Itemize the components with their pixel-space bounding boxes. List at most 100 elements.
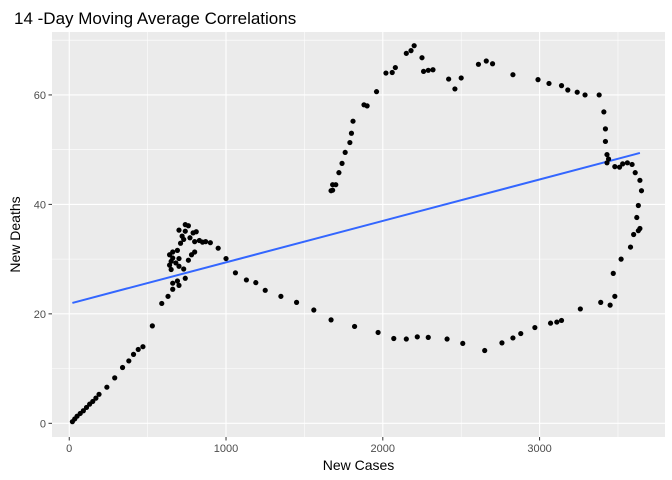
data-point (83, 404, 90, 411)
chart-title: 14 -Day Moving Average Correlations (14, 9, 296, 28)
data-point (582, 92, 588, 98)
data-point (425, 334, 431, 340)
data-point (203, 239, 209, 245)
data-point (425, 67, 431, 73)
data-point (185, 257, 191, 263)
data-point (627, 244, 634, 250)
data-point (637, 177, 643, 183)
data-point (532, 324, 538, 331)
data-point (624, 160, 630, 166)
data-point (632, 170, 638, 176)
data-point (610, 270, 616, 276)
x-axis-ticks: 0 1000 2000 3000 (66, 437, 552, 455)
data-point (373, 89, 380, 95)
trend-line (72, 151, 641, 304)
data-point (383, 70, 389, 76)
data-point (605, 156, 612, 162)
data-point (159, 300, 165, 307)
data-point (604, 151, 610, 158)
data-point (311, 307, 317, 313)
data-point (104, 384, 110, 390)
data-point (598, 299, 604, 305)
data-point (637, 225, 643, 232)
data-point (361, 102, 367, 108)
data-point (403, 50, 409, 56)
data-point (602, 126, 609, 132)
data-point (635, 202, 641, 209)
data-point (278, 293, 284, 299)
data-point (262, 287, 268, 293)
data-point (93, 395, 99, 401)
data-point (253, 280, 259, 286)
x-tick-label: 2000 (371, 443, 395, 455)
data-point (634, 214, 640, 221)
data-point (408, 48, 414, 54)
data-point (193, 229, 199, 235)
data-point (176, 227, 182, 233)
data-point (179, 233, 185, 239)
data-point (391, 335, 397, 342)
data-point (90, 398, 96, 405)
y-tick-label: 0 (40, 418, 46, 430)
data-point (375, 329, 381, 336)
data-point (80, 408, 86, 414)
data-point (192, 249, 198, 255)
y-tick-label: 60 (34, 90, 46, 102)
data-point (565, 87, 571, 93)
data-point (419, 55, 425, 61)
data-point (170, 249, 176, 255)
data-point (392, 64, 398, 71)
data-point (182, 275, 188, 281)
data-point (558, 83, 565, 89)
data-point (176, 263, 182, 269)
data-point (174, 247, 181, 253)
data-point (612, 164, 618, 170)
data-point (601, 109, 607, 115)
data-point (130, 351, 137, 357)
data-point (446, 76, 452, 82)
data-point (475, 61, 482, 67)
data-point (612, 293, 618, 299)
data-point (182, 228, 188, 234)
data-point (420, 68, 427, 75)
data-point (348, 130, 355, 136)
data-point (414, 334, 420, 340)
data-point (483, 58, 489, 64)
data-point (510, 72, 516, 78)
data-point (223, 255, 229, 262)
data-point (607, 302, 613, 308)
data-point (452, 86, 458, 92)
data-point (558, 317, 565, 324)
data-point (430, 67, 436, 73)
y-tick-label: 20 (34, 309, 46, 321)
data-point (215, 245, 221, 251)
data-point (140, 344, 146, 350)
data-point (574, 89, 580, 95)
data-point (602, 138, 609, 145)
data-point (411, 43, 417, 49)
x-axis-title: New Cases (323, 457, 395, 473)
data-point (547, 320, 554, 326)
data-point (187, 235, 193, 241)
data-point (458, 75, 464, 81)
data-point (444, 336, 450, 342)
major-gridlines (52, 32, 665, 437)
data-point (170, 286, 176, 292)
minor-gridlines (52, 32, 665, 437)
data-point (518, 330, 524, 337)
data-point (168, 266, 174, 273)
data-point (638, 188, 645, 194)
data-point (192, 239, 198, 245)
data-point (293, 299, 300, 305)
data-point (620, 161, 626, 167)
data-point (232, 270, 239, 276)
data-point (616, 164, 623, 170)
data-point (165, 293, 171, 299)
data-point (182, 222, 188, 228)
data-point (126, 358, 132, 364)
data-point (460, 340, 466, 347)
data-point (96, 391, 102, 397)
data-point (181, 266, 187, 272)
data-point (482, 347, 488, 354)
data-point (351, 323, 358, 330)
